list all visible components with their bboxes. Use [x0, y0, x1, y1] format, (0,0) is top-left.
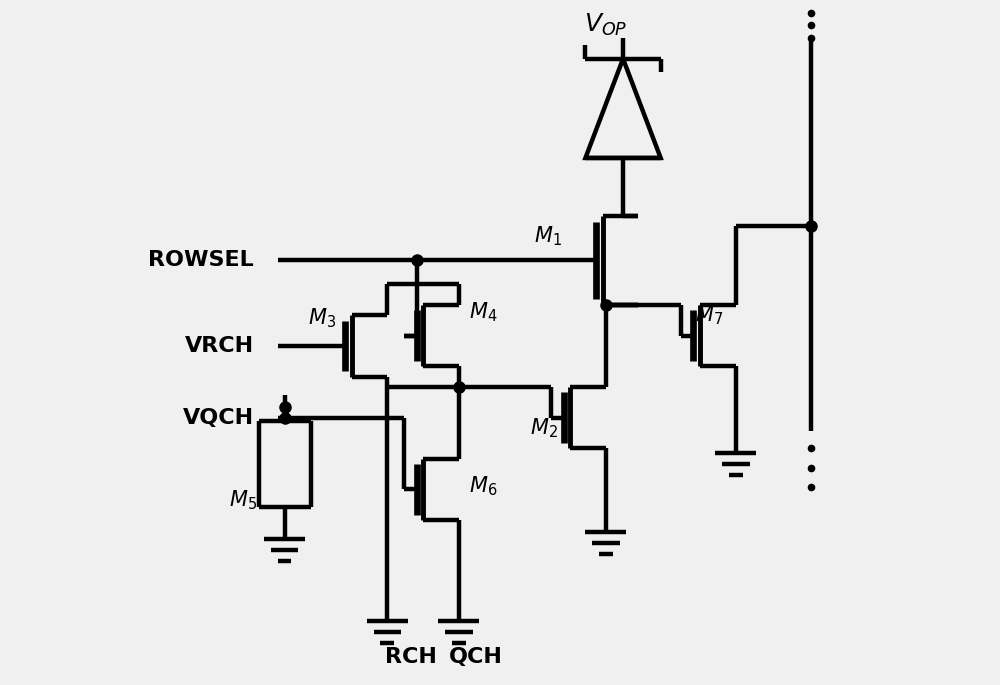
Text: $M_1$: $M_1$ [534, 225, 562, 249]
Text: $M_5$: $M_5$ [229, 488, 257, 512]
Text: $M_2$: $M_2$ [530, 416, 558, 440]
Text: $M_6$: $M_6$ [469, 474, 498, 498]
Text: $M_7$: $M_7$ [695, 303, 723, 327]
Text: VRCH: VRCH [185, 336, 254, 356]
Text: $V_{OP}$: $V_{OP}$ [584, 12, 628, 38]
Text: ROWSEL: ROWSEL [148, 251, 254, 271]
Text: $M_3$: $M_3$ [308, 307, 336, 330]
Text: RCH: RCH [385, 647, 437, 667]
Text: QCH: QCH [449, 647, 503, 667]
Text: VQCH: VQCH [183, 408, 254, 427]
Text: $M_4$: $M_4$ [469, 300, 498, 323]
